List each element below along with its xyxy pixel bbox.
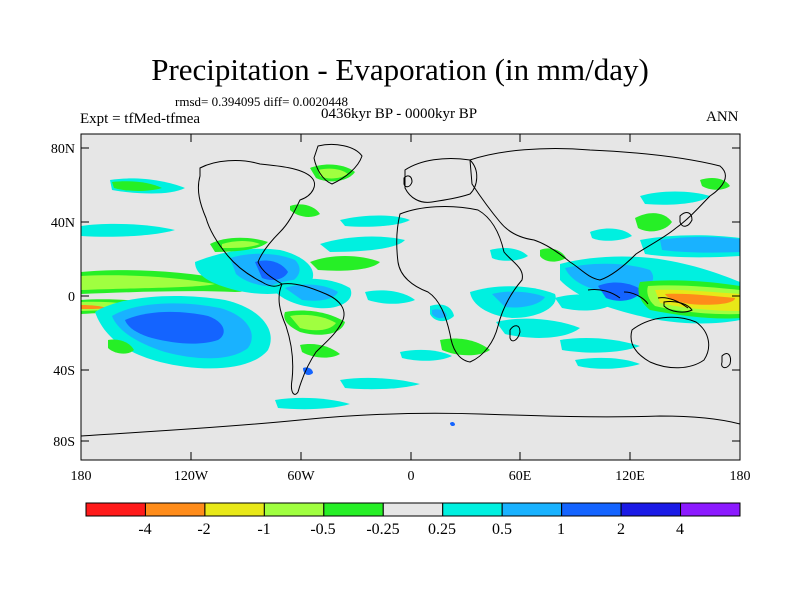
colorbar-label: 1 [557,521,565,538]
ticks [81,134,740,460]
experiment-label: Expt = tfMed-tfmea [80,111,201,127]
lon-label: 120W [174,469,209,484]
coastlines [80,143,741,437]
colorbar-label: 0.25 [428,521,456,538]
colorbar-swatch [85,502,146,517]
lon-label: 120E [615,469,645,484]
field-region [700,178,730,190]
field-region [300,344,340,358]
colorbar-swatch [263,502,325,517]
field-region [81,223,175,237]
field-region [665,293,735,305]
field-region [635,213,672,232]
lon-label: 180 [730,469,751,484]
field-region [540,248,566,262]
field-region [290,204,320,217]
field-region [492,291,545,308]
coastline-japan [679,212,693,227]
colorbar-swatch [323,502,384,517]
coastline-south-america [278,283,345,395]
lon-label: 60W [287,469,315,484]
colorbar-label: -0.5 [310,521,335,538]
coastline-asia [469,147,726,281]
field-region [285,284,338,301]
field-region [400,349,452,361]
field-region [440,338,490,356]
colorbar-swatch [442,502,503,517]
field-region [290,314,336,331]
field-region [81,275,215,290]
colorbar-swatch [204,502,265,517]
field-region [81,305,108,309]
coastline-north-america [197,160,315,287]
colorbar-label: -2 [197,521,210,538]
lat-label: 0 [68,290,75,305]
lat-label: 80N [51,142,75,157]
field-region [318,168,348,179]
coastline-africa [396,206,523,363]
coastline-europe [404,157,478,203]
coastline-indonesia [587,289,689,309]
coastline-new-guinea [663,301,693,313]
colorbar-swatch [382,502,444,517]
colorbar-swatch [144,502,206,517]
field-region [310,256,380,271]
colorbar-label: -0.25 [366,521,399,538]
field-region [496,318,580,338]
field-region [575,357,640,369]
lat-label: 80S [53,435,75,450]
colorbar-label: 0.5 [492,521,512,538]
field-region [303,367,313,376]
coastline-greenland [313,143,363,185]
colorbar-label: 4 [676,521,684,538]
colorbar-swatch [501,502,563,517]
field-region [125,311,224,344]
lon-label: 0 [408,469,415,484]
colorbar-swatch [620,502,682,517]
field-region [560,338,640,353]
coastline-australia [630,316,710,369]
map-title: Precipitation - Evaporation (in mm/day) [151,52,649,87]
field-region [340,215,410,227]
field-region [598,282,642,301]
lat-label: 40S [53,364,75,379]
colorbar-label: -1 [257,521,270,538]
lon-label: 60E [509,469,532,484]
field-region [590,228,632,241]
season-label: ANN [706,109,739,125]
lat-label: 40N [51,216,75,231]
field-region [450,421,455,427]
field-region [108,339,134,354]
lon-label: 180 [71,469,92,484]
field-region [112,181,162,191]
period-label: 0436kyr BP - 0000kyr BP [321,106,478,122]
coastline-new-zealand [721,353,731,369]
colorbar-swatch [561,502,622,517]
coastline-madagascar [509,325,521,342]
field-region [660,236,740,253]
field-region [490,248,528,261]
colorbar-label: 2 [617,521,625,538]
field-region [222,241,260,248]
coastline-uk [403,175,413,188]
map-panel [80,133,741,461]
coastline-antarctica [80,412,741,437]
field-region [340,377,420,390]
colorbar [85,502,741,517]
field-region [275,397,350,410]
field-region [640,191,710,205]
colorbar-swatch [680,502,741,517]
field-region [365,290,415,304]
colorbar-label: -4 [138,521,151,538]
field-region [255,260,288,280]
stats-label: rmsd= 0.394095 diff= 0.0020448 [175,94,348,109]
field-region [320,236,405,252]
